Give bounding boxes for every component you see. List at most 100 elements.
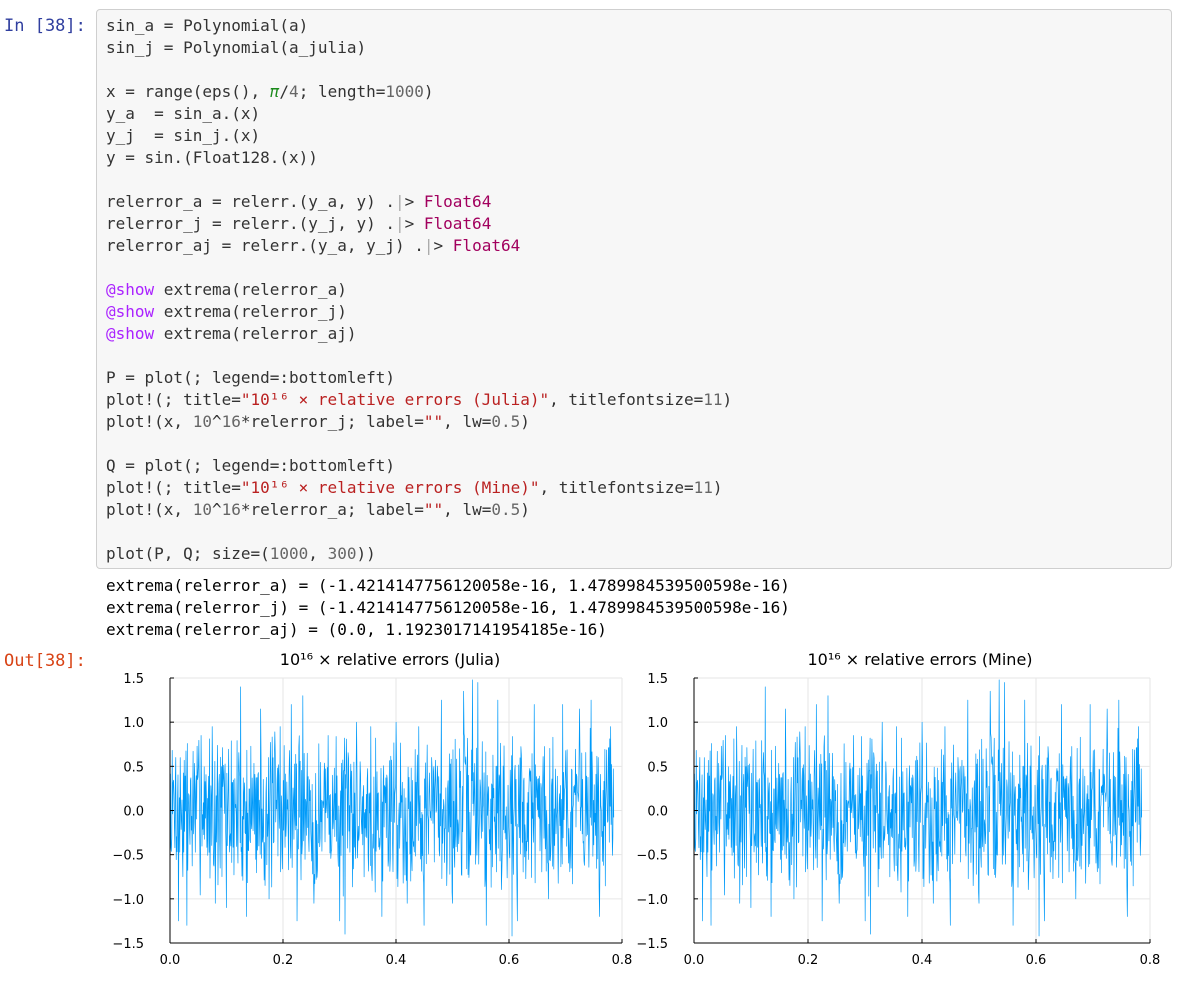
code-token: 16 — [221, 412, 241, 431]
x-tick-label: 0.0 — [160, 953, 181, 968]
code-token: 11 — [703, 390, 723, 409]
code-token: 10 — [192, 500, 212, 519]
y-tick-label: −0.5 — [636, 849, 668, 864]
code-token: , lw= — [443, 500, 492, 519]
x-tick-label: 0.2 — [798, 953, 819, 968]
code-token: > — [404, 214, 424, 233]
code-token: sin_j = Polynomial(a_julia) — [106, 38, 367, 57]
code-token: > — [404, 192, 424, 211]
code-line — [106, 521, 732, 543]
code-token: plot!(x, — [106, 412, 193, 431]
code-token: @show — [106, 302, 155, 321]
input-prompt: In [38]: — [4, 16, 86, 36]
code-line: relerror_aj = relerr.(y_a, y_j) .|> Floa… — [106, 235, 732, 257]
code-token: ; length= — [298, 82, 386, 101]
chart-title: 10¹⁶ × relative errors (Mine) — [807, 650, 1032, 669]
code-token: ^ — [211, 412, 222, 431]
code-token: > — [433, 236, 453, 255]
code-token: / — [279, 82, 290, 101]
code-token: ) — [423, 82, 434, 101]
code-token: y_j = sin_j.(x) — [106, 126, 261, 145]
code-token: y = sin.(Float128.(x)) — [106, 148, 318, 167]
code-token: y_a = sin_a.(x) — [106, 104, 261, 123]
code-line: relerror_a = relerr.(y_a, y) .|> Float64 — [106, 191, 732, 213]
code-token: ) — [722, 390, 733, 409]
series-line — [169, 679, 615, 937]
code-token: plot!(; title= — [106, 478, 241, 497]
code-token: extrema(relerror_a) — [154, 280, 347, 299]
y-tick-label: 0.0 — [123, 805, 144, 820]
code-line: y = sin.(Float128.(x)) — [106, 147, 732, 169]
code-line: plot!(x, 10^16*relerror_j; label="", lw=… — [106, 411, 732, 433]
code-token: P = plot(; legend=:bottomleft) — [106, 368, 395, 387]
code-token: Float64 — [452, 236, 521, 255]
code-token: Float64 — [423, 192, 492, 211]
output-line: extrema(relerror_j) = (-1.42141477561200… — [106, 598, 790, 617]
code-token: | — [423, 236, 434, 255]
code-line: P = plot(; legend=:bottomleft) — [106, 367, 732, 389]
y-tick-label: 1.5 — [123, 672, 144, 687]
y-tick-label: 1.5 — [647, 672, 668, 687]
code-line — [106, 169, 732, 191]
code-line — [106, 433, 732, 455]
code-token: "" — [423, 412, 444, 431]
x-tick-label: 0.4 — [912, 953, 933, 968]
code-token: relerror_a = relerr.(y_a, y) . — [106, 192, 395, 211]
code-token: , lw= — [443, 412, 492, 431]
code-token: "" — [423, 500, 444, 519]
code-token: 0.5 — [491, 500, 521, 519]
code-line: Q = plot(; legend=:bottomleft) — [106, 455, 732, 477]
code-token: π — [269, 82, 280, 101]
code-token: , titlefontsize= — [539, 478, 694, 497]
code-token: 1000 — [269, 544, 309, 563]
code-token: x = range(eps(), — [106, 82, 270, 101]
code-token: 10 — [192, 412, 212, 431]
code-line — [106, 59, 732, 81]
code-line: sin_j = Polynomial(a_julia) — [106, 37, 732, 59]
code-token: | — [394, 214, 405, 233]
code-token: "10¹⁶ × relative errors (Julia)" — [240, 390, 550, 409]
y-tick-label: 0.5 — [647, 760, 668, 775]
code-token: *relerror_a; label= — [240, 500, 424, 519]
x-tick-label: 0.4 — [386, 953, 407, 968]
code-line: y_a = sin_a.(x) — [106, 103, 732, 125]
code-line: plot!(; title="10¹⁶ × relative errors (M… — [106, 477, 732, 499]
code-editor[interactable]: sin_a = Polynomial(a) sin_j = Polynomial(… — [106, 15, 732, 565]
code-token: 4 — [289, 82, 299, 101]
y-tick-label: −1.0 — [636, 893, 668, 908]
y-tick-label: 1.0 — [647, 716, 668, 731]
code-token: Float64 — [423, 214, 492, 233]
code-token: ) — [520, 412, 530, 431]
code-line: @show extrema(relerror_aj) — [106, 323, 732, 345]
x-tick-label: 0.0 — [684, 953, 705, 968]
code-token: 11 — [693, 478, 713, 497]
code-line: @show extrema(relerror_j) — [106, 301, 732, 323]
code-token: 16 — [221, 500, 241, 519]
code-line: plot!(; title="10¹⁶ × relative errors (J… — [106, 389, 732, 411]
code-token: *relerror_j; label= — [240, 412, 424, 431]
code-cell[interactable]: sin_a = Polynomial(a) sin_j = Polynomial(… — [96, 9, 1172, 569]
y-tick-label: 0.0 — [647, 805, 668, 820]
code-line: x = range(eps(), π/4; length=1000) — [106, 81, 732, 103]
code-token: relerror_j = relerr.(y_j, y) . — [106, 214, 395, 233]
code-token: , titlefontsize= — [549, 390, 704, 409]
code-token: relerror_aj = relerr.(y_a, y_j) . — [106, 236, 424, 255]
x-tick-label: 0.2 — [273, 953, 294, 968]
code-token: plot(P, Q; size=( — [106, 544, 270, 563]
code-line: @show extrema(relerror_a) — [106, 279, 732, 301]
chart-title: 10¹⁶ × relative errors (Julia) — [280, 650, 500, 669]
code-line: y_j = sin_j.(x) — [106, 125, 732, 147]
code-token: 300 — [327, 544, 357, 563]
code-token: sin_a = Polynomial(a) — [106, 16, 309, 35]
output-line: extrema(relerror_a) = (-1.42141477561200… — [106, 576, 790, 595]
code-line — [106, 345, 732, 367]
plot-output: 10¹⁶ × relative errors (Julia) 1.5 1.0 0.5 0… — [112, 650, 1160, 968]
output-prompt: Out[38]: — [4, 651, 86, 671]
code-token: )) — [356, 544, 376, 563]
output-line: extrema(relerror_aj) = (0.0, 1.192301714… — [106, 620, 607, 639]
x-tick-label: 0.8 — [1140, 953, 1161, 968]
x-tick-label: 0.6 — [1026, 953, 1047, 968]
chart-panel: 10¹⁶ × relative errors (Mine) 1.5 1.0 0.5 0.… — [636, 650, 1160, 968]
code-line: plot!(x, 10^16*relerror_a; label="", lw=… — [106, 499, 732, 521]
code-line: sin_a = Polynomial(a) — [106, 15, 732, 37]
